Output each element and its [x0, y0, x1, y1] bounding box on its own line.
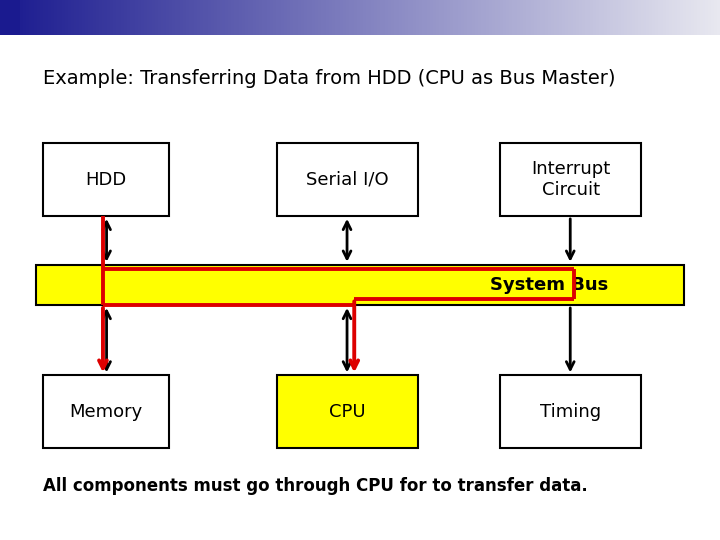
- Text: CPU: CPU: [329, 403, 366, 421]
- Bar: [36, 265, 684, 305]
- Text: Serial I/O: Serial I/O: [306, 171, 389, 188]
- Bar: [500, 375, 641, 448]
- Bar: [43, 143, 169, 216]
- Bar: [43, 375, 169, 448]
- Text: Example: Transferring Data from HDD (CPU as Bus Master): Example: Transferring Data from HDD (CPU…: [43, 69, 616, 88]
- Bar: [0, 0, 20, 35]
- Text: Interrupt
Circuit: Interrupt Circuit: [531, 160, 611, 199]
- Text: Memory: Memory: [70, 403, 143, 421]
- Text: Timing: Timing: [540, 403, 601, 421]
- Text: System Bus: System Bus: [490, 275, 608, 294]
- Text: HDD: HDD: [86, 171, 127, 188]
- Bar: [277, 375, 418, 448]
- Bar: [500, 143, 641, 216]
- Text: All components must go through CPU for to transfer data.: All components must go through CPU for t…: [43, 477, 588, 495]
- Bar: [277, 143, 418, 216]
